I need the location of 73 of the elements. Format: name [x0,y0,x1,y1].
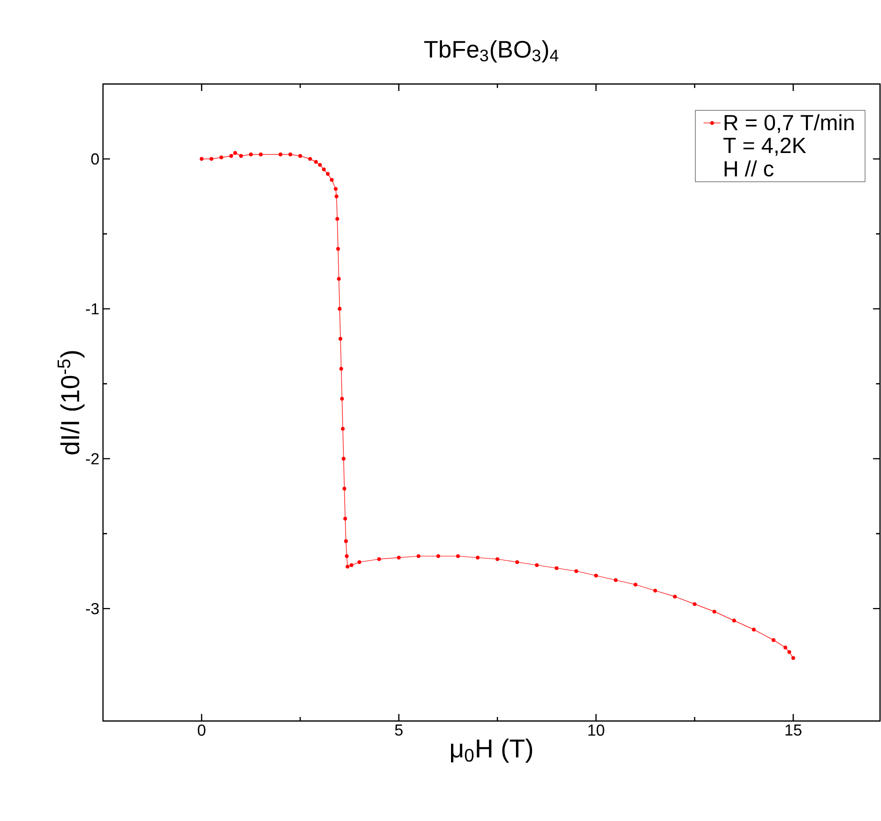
point [396,556,401,560]
x-tick-label: 10 [588,724,604,736]
point [334,194,338,198]
point [692,602,697,606]
point [336,276,341,281]
point [258,152,263,156]
point [308,157,312,161]
point [322,168,326,172]
point [554,566,558,570]
point [210,157,214,161]
y-tick-label: 0 [91,153,99,165]
point [340,426,345,431]
point [334,187,338,191]
x-tick-label: 15 [786,724,802,736]
point [343,516,348,521]
point [318,163,322,167]
point [344,554,349,558]
point [377,557,381,562]
point [330,178,334,182]
point [339,366,344,371]
x-tick-label: 5 [395,724,403,736]
point [732,618,736,622]
point [614,578,618,582]
point [219,156,224,160]
point [476,556,480,560]
point [288,152,292,156]
point [346,564,350,569]
point [456,554,460,558]
point [314,160,318,164]
point [335,216,340,221]
point [594,574,598,578]
point [752,628,756,632]
point [634,582,638,586]
point [772,638,776,642]
point [344,539,348,544]
point [298,154,302,158]
point [783,646,788,650]
point [712,610,716,614]
point [200,157,204,161]
point [787,650,792,654]
y-tick-label: -3 [86,602,99,614]
y-axis-title: dI/I (10$^{-5}$) [58,351,84,454]
point [233,151,238,155]
y-tick-label: -2 [86,453,99,464]
y-tick-label: -1 [86,303,99,314]
x-axis-title: μ$_{0}$H (T) [451,738,532,763]
point [326,172,330,176]
point [653,588,658,592]
annotation: T = 4,2K [723,138,806,156]
point [496,557,500,562]
point [338,306,342,311]
point [249,152,253,156]
point [229,154,234,158]
point [574,569,578,574]
point [338,336,342,341]
point [791,656,796,660]
legend-label: R = 0,7 T/min [724,114,854,133]
point [357,560,362,564]
point [515,560,520,564]
point [436,554,440,558]
point [336,246,340,251]
point [340,396,344,401]
point [350,563,354,568]
point [342,486,346,491]
point [534,563,539,568]
point [416,554,420,558]
point [673,594,677,598]
point [342,456,346,461]
annotation: H // c [724,160,774,177]
chart-title: TbFe$_{3}$(BO$_{3}$)$_{4}$ [424,40,558,62]
point [239,154,243,158]
x-tick-label: 0 [198,724,206,736]
point [278,152,282,156]
